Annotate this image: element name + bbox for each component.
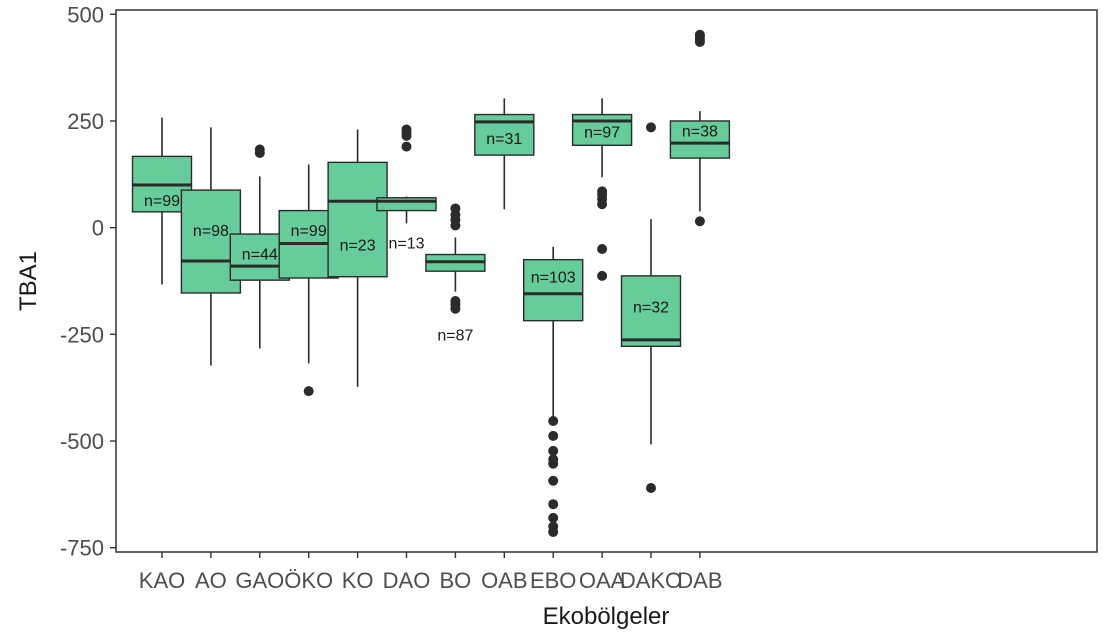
box-6-outlier-point <box>450 203 461 214</box>
box-10-outlier-point <box>646 482 656 493</box>
box-8-outlier-point <box>548 512 559 523</box>
plot-panel-border <box>115 9 1098 553</box>
box-0-n-label: n=99 <box>144 193 180 210</box>
x-tick-label: ÖKO <box>284 568 333 593</box>
box-10-n-label: n=32 <box>633 300 669 317</box>
box-10-outlier-point <box>646 122 656 133</box>
y-tick-label: -750 <box>60 536 104 561</box>
box-8-outlier-point <box>548 458 559 469</box>
y-tick-label: 0 <box>92 216 104 241</box>
box-6-n-label: n=87 <box>437 327 473 344</box>
box-2-outlier-point <box>254 144 265 155</box>
x-tick-label: KO <box>342 568 374 593</box>
box-5-outlier-point <box>401 141 412 152</box>
box-1-n-label: n=98 <box>193 223 229 240</box>
box-8-iqr-box <box>523 258 584 322</box>
y-tick-label: -500 <box>60 429 104 454</box>
box-11-outlier-point <box>694 216 705 227</box>
box-8-outlier-point <box>548 430 559 441</box>
box-6-outlier-point <box>450 296 461 307</box>
box-4-iqr-box <box>327 161 388 278</box>
box-5-n-label: n=13 <box>388 236 424 253</box>
y-axis-title: TBA1 <box>15 251 42 311</box>
box-8-outlier-point <box>548 475 559 486</box>
box-8-outlier-point <box>548 499 559 510</box>
boxplot-marks: n=99 n=98 n=44 n=99 n=23 n=13 n=87 n=31 n=103 n=9… <box>131 29 731 537</box>
box-10-iqr-box <box>620 275 682 347</box>
box-3-outlier-point <box>303 386 314 397</box>
box-9-outlier-point <box>597 270 608 281</box>
y-tick-label: 500 <box>67 2 104 27</box>
box-7-n-label: n=31 <box>486 131 522 148</box>
x-tick-label: BO <box>440 568 472 593</box>
box-11-iqr-box <box>669 120 731 159</box>
x-tick-label: AO <box>195 568 227 593</box>
box-3-n-label: n=99 <box>291 223 327 240</box>
y-tick-label: -250 <box>60 322 104 347</box>
x-tick-label: GAO <box>235 568 284 593</box>
box-8-outlier-point <box>548 415 559 426</box>
x-tick-label: OAA <box>579 568 626 593</box>
x-tick-label: KAO <box>139 568 185 593</box>
box-8-outlier-point <box>548 526 559 537</box>
box-8-outlier-point <box>548 445 559 456</box>
y-tick-label: 250 <box>67 109 104 134</box>
box-5-outlier-point <box>401 124 412 135</box>
y-axis: 500 250 0 -250 -500 -750 <box>60 2 116 561</box>
box-11-outlier-point <box>694 29 705 40</box>
box-9-outlier-point <box>597 243 608 254</box>
x-tick-label: DAO <box>383 568 431 593</box>
box-11-n-label: n=38 <box>682 123 718 140</box>
x-tick-label: EBO <box>530 568 576 593</box>
x-axis-title: Ekobölgeler <box>543 603 670 630</box>
box-2-n-label: n=44 <box>242 246 278 263</box>
x-tick-label: DAB <box>677 568 722 593</box>
x-tick-label: OAB <box>481 568 527 593</box>
box-8-n-label: n=103 <box>531 270 576 287</box>
x-tick-label: DAKO <box>620 568 682 593</box>
box-4-n-label: n=23 <box>340 238 376 255</box>
box-9-outlier-point <box>597 186 608 197</box>
box-9-n-label: n=97 <box>584 125 620 142</box>
